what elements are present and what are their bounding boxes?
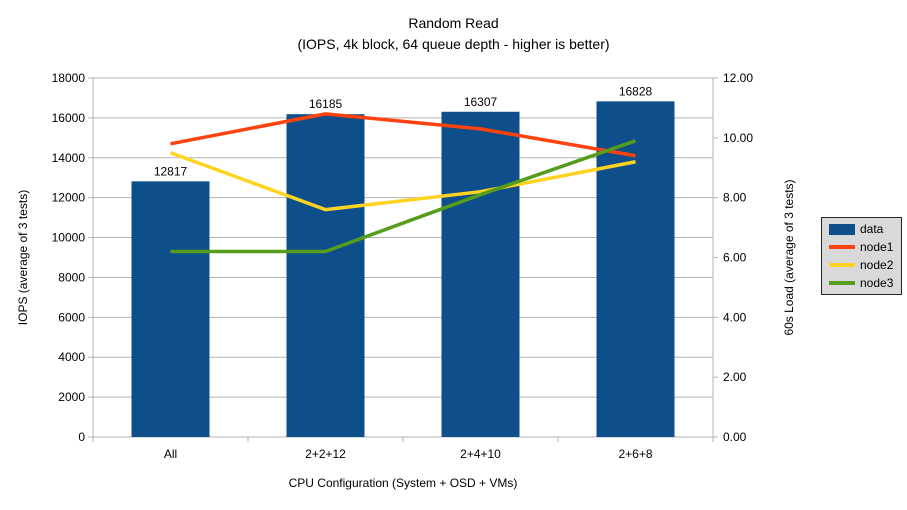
legend-swatch-data [829,223,855,235]
right-axis-tick-label: 6.00 [723,251,747,265]
right-axis-tick-label: 4.00 [723,310,747,324]
legend-swatch-node1 [829,245,855,249]
line-node1 [170,112,636,158]
right-axis-tick-label: 0.00 [723,430,747,444]
left-axis-tick-label: 18000 [52,71,86,85]
left-axis-title: IOPS (average of 3 tests) [16,190,30,325]
left-axis-tick-label: 16000 [52,111,86,125]
right-axis-tick-label: 12.00 [723,71,753,85]
x-axis-category-label: 2+2+12 [305,447,346,461]
bar-2+6+8 [596,101,675,438]
right-axis-tick-label: 2.00 [723,370,747,384]
bar-data-label: 16828 [619,84,653,98]
legend-label: node3 [860,275,894,290]
legend-item-data: data [829,221,901,236]
left-axis-tick-label: 8000 [58,270,85,284]
chart-title-block: Random Read (IOPS, 4k block, 64 queue de… [0,13,907,55]
bar-2+4+10 [441,111,520,438]
legend-label: node1 [860,239,894,254]
x-axis-category-label: 2+4+10 [460,447,501,461]
chart-subtitle: (IOPS, 4k block, 64 queue depth - higher… [297,36,610,52]
left-axis-tick-label: 0 [78,430,85,444]
bar-data-label: 12817 [154,164,188,178]
left-axis-tick-label: 10000 [52,231,86,245]
x-axis-category-label: All [164,447,177,461]
x-axis-category-label: 2+6+8 [618,447,652,461]
bar-data-label: 16185 [309,97,343,111]
left-axis-tick-label: 12000 [52,191,86,205]
legend: data node1 node2 node3 [821,217,902,295]
legend-label: node2 [860,257,894,272]
right-axis-title: 60s Load (average of 3 tests) [782,179,796,335]
line-node2 [169,151,636,212]
legend-swatch-node3 [829,281,855,285]
x-axis-title: CPU Configuration (System + OSD + VMs) [289,476,518,490]
bar-2+2+12 [286,114,365,438]
legend-item-node1: node1 [829,239,901,254]
left-axis-tick-label: 14000 [52,151,86,165]
legend-label: data [860,221,884,236]
bar-data-label: 16307 [464,95,498,109]
right-axis-tick-label: 8.00 [723,191,747,205]
left-axis-tick-label: 4000 [58,350,85,364]
left-axis-tick-label: 2000 [58,390,85,404]
bar-All [131,181,210,437]
chart-title: Random Read [408,15,499,31]
left-axis-tick-label: 6000 [58,310,85,324]
legend-item-node3: node3 [829,275,901,290]
legend-swatch-node2 [829,263,855,267]
legend-item-node2: node2 [829,257,901,272]
line-node3 [170,139,637,254]
right-axis-tick-label: 10.00 [723,131,753,145]
